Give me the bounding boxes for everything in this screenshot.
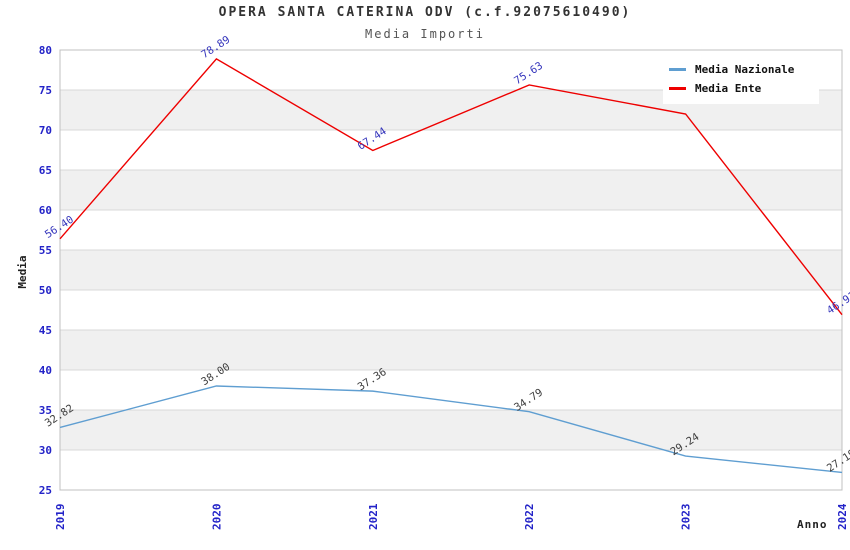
legend-item-media-ente: Media Ente <box>669 79 819 98</box>
series-line-media-nazionale <box>59 385 843 474</box>
legend: Media Nazionale Media Ente <box>663 56 819 104</box>
x-tick-label: 2020 <box>210 504 223 531</box>
legend-label-ente: Media Ente <box>695 82 762 95</box>
y-tick-label: 25 <box>39 484 52 497</box>
data-label: 46.91 <box>825 290 850 317</box>
legend-item-media-nazionale: Media Nazionale <box>669 60 819 79</box>
y-tick-label: 75 <box>39 84 52 97</box>
y-tick-label: 60 <box>39 204 52 217</box>
y-tick-label: 80 <box>39 44 52 57</box>
x-tick-label: 2022 <box>523 504 536 531</box>
y-tick-label: 55 <box>39 244 52 257</box>
chart-title: OPERA SANTA CATERINA ODV (c.f.9207561049… <box>218 5 632 20</box>
x-axis-tick-labels: 2019 2020 2021 2022 2023 2024 <box>54 503 849 530</box>
x-axis-title: Anno <box>797 518 828 531</box>
plot-band <box>60 410 842 450</box>
y-tick-label: 40 <box>39 364 52 377</box>
legend-swatch-nazionale <box>669 68 686 71</box>
plot-band <box>60 330 842 370</box>
series-lines <box>59 57 843 474</box>
x-tick-label: 2019 <box>54 504 67 531</box>
plot-bands <box>60 90 842 450</box>
legend-label-nazionale: Media Nazionale <box>695 63 795 76</box>
y-tick-label: 50 <box>39 284 52 297</box>
plot-border <box>59 49 843 491</box>
y-tick-label: 65 <box>39 164 52 177</box>
x-tick-label: 2024 <box>836 503 849 530</box>
y-axis-tick-labels: 80 75 70 65 60 55 50 45 40 35 30 25 <box>39 44 52 497</box>
y-tick-label: 70 <box>39 124 52 137</box>
x-tick-label: 2023 <box>680 504 693 531</box>
plot-band <box>60 250 842 290</box>
y-tick-label: 35 <box>39 404 52 417</box>
series-line-media-ente <box>59 57 843 316</box>
y-tick-label: 30 <box>39 444 52 457</box>
chart-subtitle: Media Importi <box>365 27 485 41</box>
y-tick-label: 45 <box>39 324 52 337</box>
legend-swatch-ente <box>669 87 686 90</box>
y-axis-title: Media <box>16 255 29 288</box>
x-tick-label: 2021 <box>367 503 380 530</box>
data-label: 75.63 <box>512 60 545 87</box>
data-label: 27.19 <box>825 447 850 474</box>
plot-band <box>60 170 842 210</box>
